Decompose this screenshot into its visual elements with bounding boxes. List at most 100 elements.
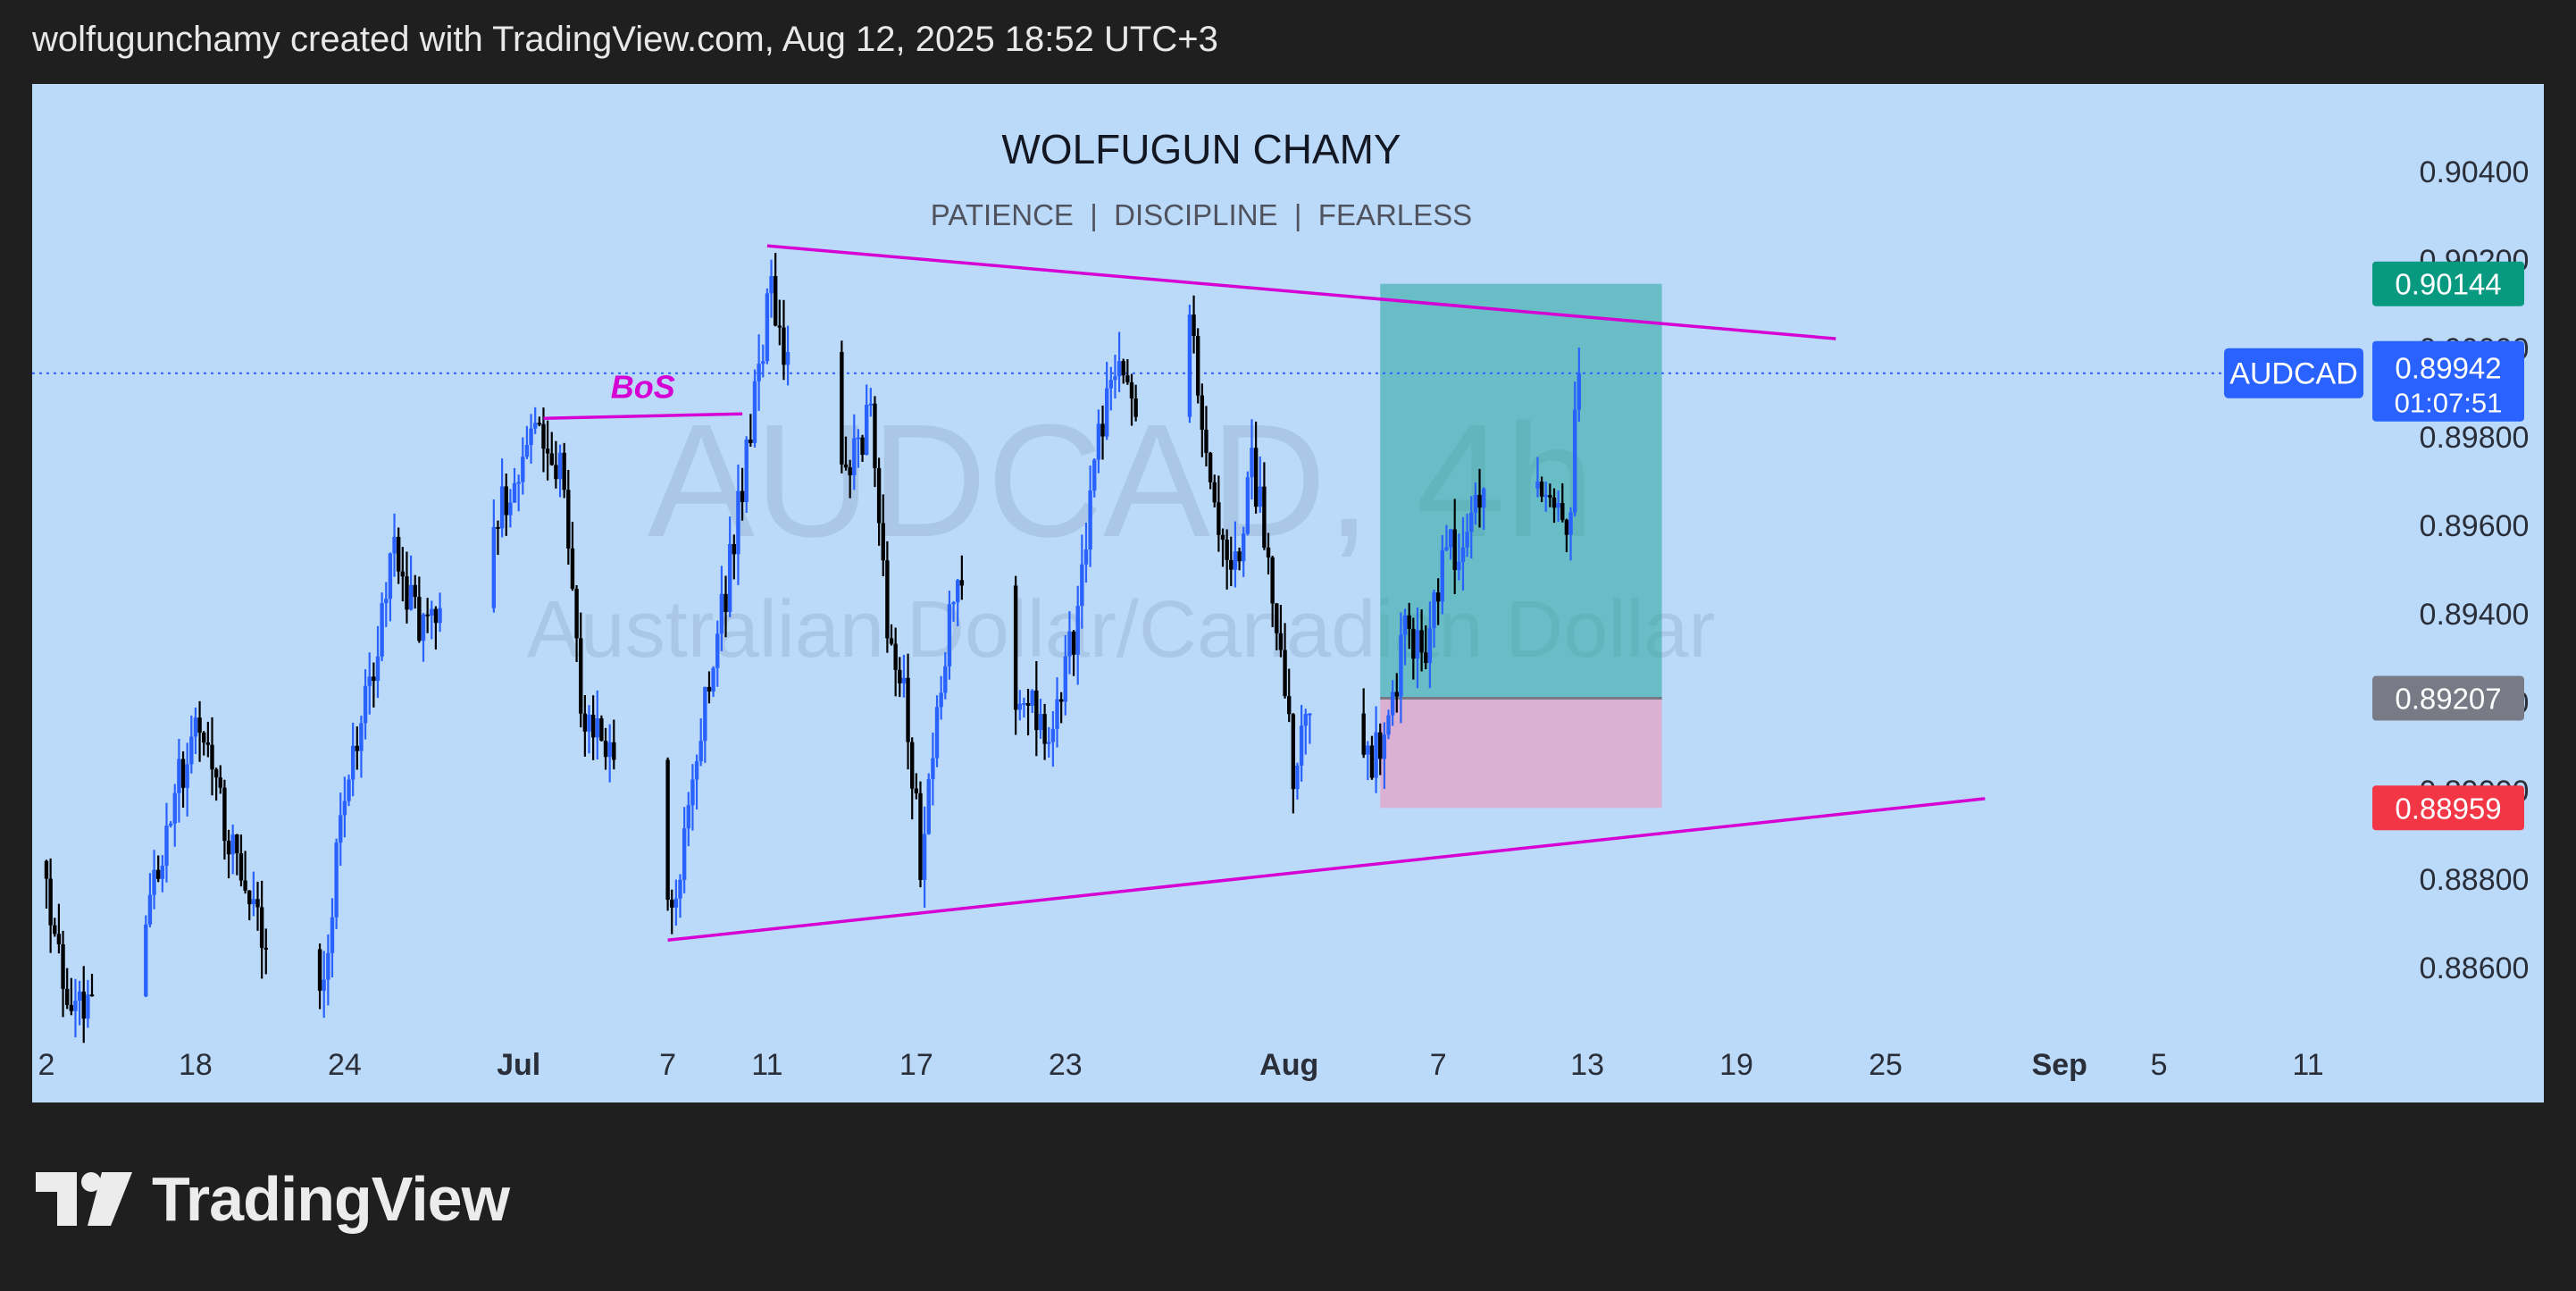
candle[interactable] — [1253, 421, 1259, 514]
candle[interactable] — [690, 764, 695, 831]
candle[interactable] — [355, 726, 360, 770]
candle[interactable] — [1366, 741, 1370, 781]
candle[interactable] — [1386, 709, 1391, 740]
candle[interactable] — [1469, 496, 1474, 559]
candle[interactable] — [1407, 602, 1411, 650]
candle[interactable] — [1121, 358, 1125, 384]
candle[interactable] — [77, 980, 82, 1026]
candle[interactable] — [73, 978, 78, 1038]
candle[interactable] — [906, 653, 910, 770]
candle[interactable] — [363, 668, 368, 740]
candle[interactable] — [144, 915, 148, 998]
candle[interactable] — [413, 574, 417, 609]
candle[interactable] — [197, 700, 202, 762]
candle[interactable] — [1543, 481, 1548, 512]
candle[interactable] — [375, 625, 381, 699]
candle[interactable] — [438, 592, 442, 633]
candle[interactable] — [698, 718, 703, 767]
candle[interactable] — [334, 838, 339, 929]
candle[interactable] — [1287, 668, 1292, 723]
position-zones[interactable] — [1380, 283, 1662, 809]
candle[interactable] — [1258, 456, 1262, 513]
candle[interactable] — [259, 880, 264, 979]
candle[interactable] — [1113, 355, 1117, 398]
candle[interactable] — [603, 727, 608, 770]
candle[interactable] — [1481, 487, 1486, 530]
candle[interactable] — [1220, 528, 1225, 567]
candle[interactable] — [205, 721, 211, 758]
candle[interactable] — [388, 552, 393, 622]
candle[interactable] — [433, 606, 439, 650]
candle[interactable] — [1415, 607, 1420, 689]
candle[interactable] — [1424, 625, 1428, 670]
candle[interactable] — [1299, 705, 1304, 782]
candle[interactable] — [926, 773, 931, 835]
candle[interactable] — [951, 600, 956, 622]
candle[interactable] — [1055, 677, 1059, 748]
candle[interactable] — [1270, 556, 1275, 627]
candle[interactable] — [1440, 534, 1444, 615]
candle[interactable] — [898, 657, 902, 698]
candle[interactable] — [1083, 523, 1089, 583]
candle[interactable] — [1088, 465, 1092, 567]
candle[interactable] — [61, 930, 65, 1018]
candle[interactable] — [744, 436, 749, 513]
candle[interactable] — [1361, 688, 1366, 759]
candle[interactable] — [549, 432, 554, 466]
candle[interactable] — [384, 582, 389, 627]
candle[interactable] — [86, 979, 90, 1028]
candle[interactable] — [1460, 516, 1466, 591]
candle[interactable] — [785, 325, 790, 386]
candle[interactable] — [1034, 660, 1039, 757]
candle[interactable] — [147, 873, 153, 927]
candle[interactable] — [873, 396, 877, 488]
candle[interactable] — [1444, 524, 1449, 552]
time-axis[interactable]: 2 18 24 Jul 7 11 17 23 Aug 7 13 19 25 Sep 5 11 — [38, 1048, 2324, 1082]
candle[interactable] — [1382, 722, 1387, 789]
candle[interactable] — [504, 473, 508, 536]
candle[interactable] — [703, 686, 707, 763]
candle[interactable] — [44, 859, 49, 909]
candle[interactable] — [1448, 528, 1453, 560]
candle[interactable] — [330, 898, 335, 977]
candle[interactable] — [496, 520, 500, 556]
candle[interactable] — [1245, 471, 1250, 536]
candle[interactable] — [251, 871, 256, 917]
candle[interactable] — [1477, 468, 1482, 528]
candle[interactable] — [1295, 762, 1300, 800]
candle[interactable] — [1080, 534, 1084, 629]
candle[interactable] — [1030, 689, 1034, 713]
candle[interactable] — [939, 675, 943, 720]
candle[interactable] — [931, 732, 935, 806]
candle[interactable] — [545, 420, 550, 481]
candle[interactable] — [213, 767, 219, 801]
candle[interactable] — [665, 757, 670, 911]
candle[interactable] — [1402, 608, 1408, 666]
candle[interactable] — [1568, 507, 1573, 561]
candle[interactable] — [1212, 474, 1217, 507]
candle[interactable] — [396, 527, 401, 584]
candle[interactable] — [64, 968, 70, 1010]
drawings[interactable]: BoS — [543, 244, 1986, 943]
candle[interactable] — [757, 334, 761, 411]
candle[interactable] — [202, 731, 206, 756]
candle[interactable] — [1229, 536, 1234, 587]
candle[interactable] — [1117, 331, 1122, 392]
candle[interactable] — [263, 928, 268, 975]
candle[interactable] — [579, 612, 583, 728]
candle[interactable] — [1432, 589, 1436, 648]
candle[interactable] — [367, 652, 372, 715]
candle[interactable] — [1204, 406, 1209, 467]
candle[interactable] — [570, 522, 575, 591]
candle[interactable] — [380, 592, 384, 662]
candle[interactable] — [1539, 476, 1544, 503]
candle[interactable] — [322, 951, 326, 1019]
candle[interactable] — [1241, 526, 1246, 577]
candle[interactable] — [715, 620, 720, 687]
candle[interactable] — [56, 903, 62, 954]
candle[interactable] — [901, 654, 907, 698]
candle[interactable] — [1042, 703, 1047, 760]
candle[interactable] — [769, 259, 774, 318]
candle[interactable] — [1262, 462, 1267, 550]
